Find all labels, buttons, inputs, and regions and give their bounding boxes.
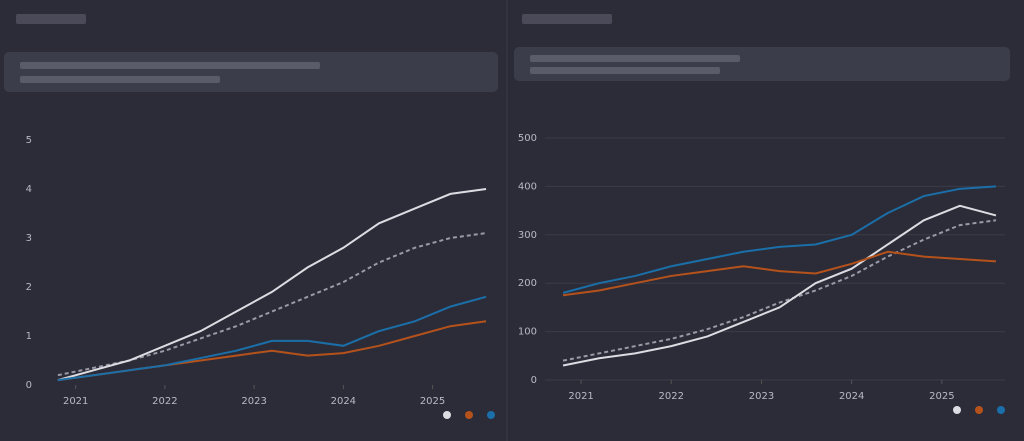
- x-tick-label: 2023: [241, 396, 266, 407]
- y-tick-label: 3: [26, 233, 32, 244]
- x-tick-label: 2021: [63, 396, 88, 407]
- info-line: [20, 62, 320, 69]
- series-line: [562, 204, 997, 367]
- info-line: [530, 55, 740, 62]
- legend-dot: [487, 411, 495, 419]
- y-tick-label: 200: [518, 278, 537, 289]
- y-tick-label: 4: [26, 184, 32, 195]
- x-tick-label: 2025: [929, 391, 954, 402]
- panel-title-bar: [522, 14, 612, 24]
- x-tick-label: 2024: [331, 396, 356, 407]
- y-tick-label: 0: [26, 380, 32, 391]
- x-tick-label: 2024: [839, 391, 864, 402]
- panel-title-bar: [16, 14, 86, 24]
- series-line: [57, 295, 487, 382]
- x-tick-label: 2022: [659, 391, 684, 402]
- y-tick-label: 0: [531, 375, 537, 386]
- y-tick-label: 400: [518, 181, 537, 192]
- legend-dot: [975, 406, 983, 414]
- legend-dot: [443, 411, 451, 419]
- y-tick-label: 300: [518, 230, 537, 241]
- info-line: [530, 67, 720, 74]
- legend-dot: [997, 406, 1005, 414]
- x-tick-label: 2025: [420, 396, 445, 407]
- series-line: [562, 185, 997, 294]
- y-tick-label: 100: [518, 327, 537, 338]
- legend-dot: [465, 411, 473, 419]
- series-line: [57, 188, 487, 382]
- info-box: [514, 47, 1010, 81]
- x-tick-label: 2022: [152, 396, 177, 407]
- series-line: [562, 219, 997, 362]
- info-line: [20, 76, 220, 83]
- y-tick-label: 1: [26, 331, 32, 342]
- y-tick-label: 5: [26, 135, 32, 146]
- y-tick-label: 500: [518, 133, 537, 144]
- y-tick-label: 2: [26, 282, 32, 293]
- x-tick-label: 2021: [568, 391, 593, 402]
- x-tick-label: 2023: [749, 391, 774, 402]
- info-box: [4, 52, 498, 92]
- series-line: [562, 250, 997, 297]
- legend-dot: [953, 406, 961, 414]
